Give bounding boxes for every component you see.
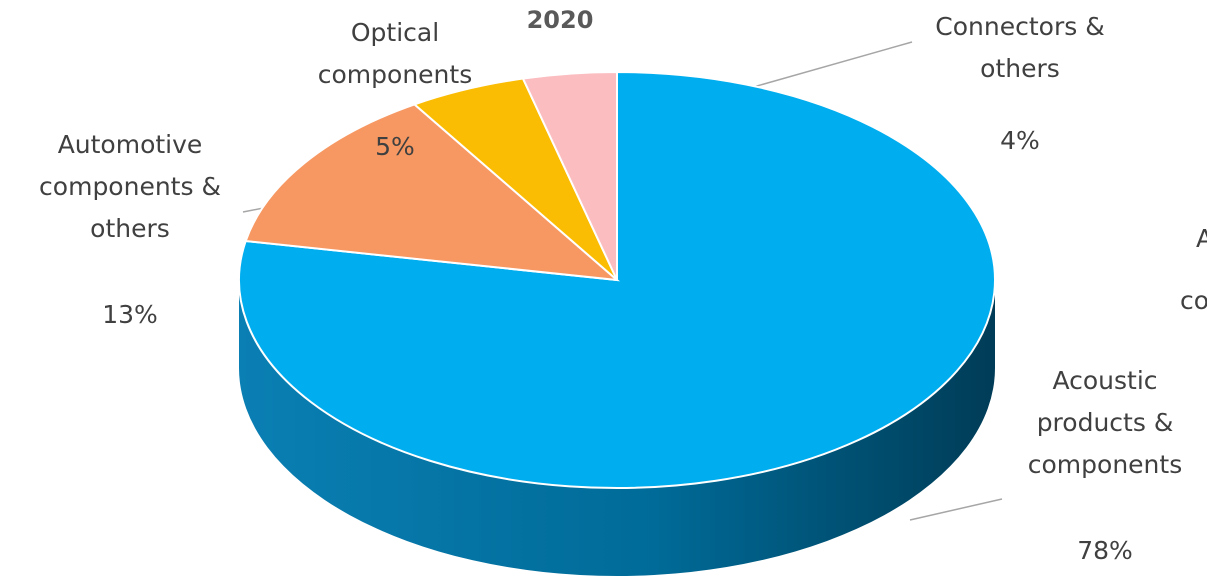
slice-value-label-1: 13% <box>102 300 158 329</box>
slice-label-0: Acoustic products & components <box>1027 366 1183 479</box>
pie-side-wall <box>239 280 995 576</box>
slice-label-3: Connectors & others <box>935 12 1105 83</box>
cropped-label-fragment: A <box>1196 176 1207 260</box>
slice-label-1: Automotive components & others <box>39 130 221 243</box>
pie-slice-1[interactable] <box>244 103 621 282</box>
chart-title: 2020 <box>526 6 594 34</box>
cropped-label-line-1: A <box>1196 224 1207 253</box>
leader-line-0 <box>909 498 1003 521</box>
slice-value-label-2: 5% <box>375 132 415 161</box>
cropped-label-fragment-2: co <box>1180 238 1207 322</box>
slice-value-label-0: 78% <box>1077 536 1133 565</box>
pie-slice-3[interactable] <box>521 70 618 281</box>
cropped-label-line-2: co <box>1180 286 1207 315</box>
slice-value-label-3: 4% <box>1000 126 1040 155</box>
slice-label-2: Optical components <box>317 18 473 89</box>
